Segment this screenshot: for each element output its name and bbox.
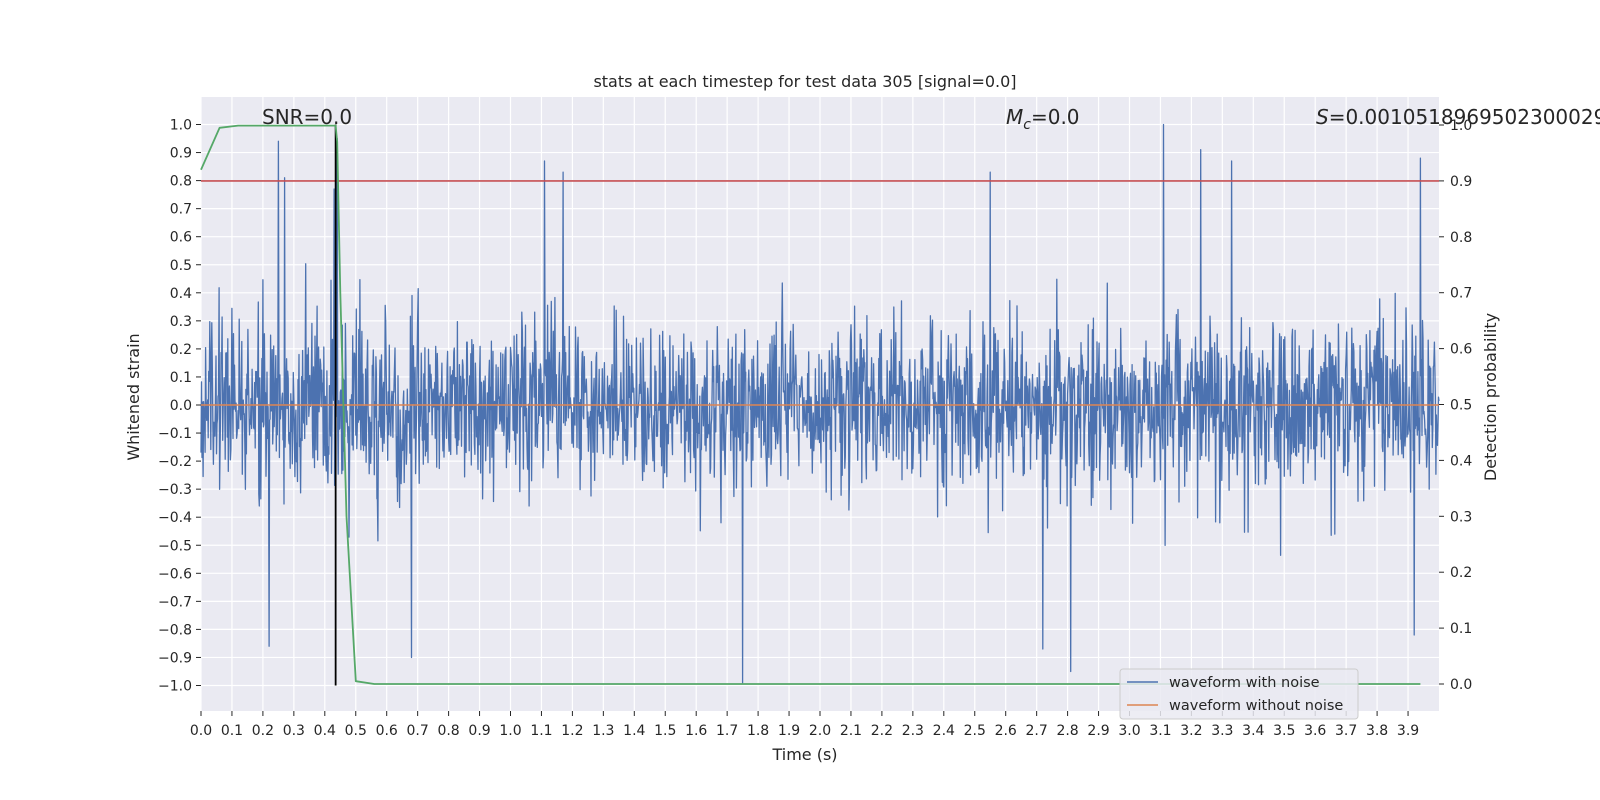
y-tick-label: 1.0 bbox=[170, 118, 192, 134]
y-tick-label: −0.3 bbox=[158, 482, 192, 498]
y-tick-label: −0.8 bbox=[158, 622, 192, 638]
y-right-axis-ticks: 1.0 0.9 0.8 0.7 0.6 0.5 0.4 0.3 0.2 0.1 0.0 bbox=[1439, 118, 1472, 693]
y-tick-label: 0.2 bbox=[170, 342, 192, 358]
y-tick-label: 0.8 bbox=[170, 174, 192, 190]
x-tick-label: 2.8 bbox=[1056, 723, 1078, 739]
x-tick-label: 1.0 bbox=[499, 723, 521, 739]
x-tick-label: 1.2 bbox=[561, 723, 583, 739]
x-tick-label: 1.7 bbox=[716, 723, 738, 739]
x-tick-label: 1.4 bbox=[623, 723, 645, 739]
x-tick-label: 3.8 bbox=[1366, 723, 1388, 739]
y-right-tick-label: 0.6 bbox=[1450, 342, 1472, 358]
x-tick-label: 1.9 bbox=[778, 723, 800, 739]
y-tick-label: −0.9 bbox=[158, 650, 192, 666]
y-tick-label: −0.2 bbox=[158, 454, 192, 470]
y-axis-label: Whitened strain bbox=[124, 333, 143, 460]
x-tick-label: 0.8 bbox=[437, 723, 459, 739]
x-tick-label: 3.5 bbox=[1273, 723, 1295, 739]
y-right-tick-label: 0.5 bbox=[1450, 398, 1472, 414]
snr-annotation: SNR=0.0 bbox=[262, 105, 352, 129]
y-right-tick-label: 0.8 bbox=[1450, 230, 1472, 246]
plot-area bbox=[200, 97, 1440, 711]
x-tick-label: 0.9 bbox=[468, 723, 490, 739]
y-tick-label: −0.7 bbox=[158, 594, 192, 610]
x-tick-label: 0.2 bbox=[252, 723, 274, 739]
x-tick-label: 2.3 bbox=[902, 723, 924, 739]
x-tick-label: 0.1 bbox=[221, 723, 243, 739]
legend-label-noise: waveform with noise bbox=[1169, 675, 1320, 691]
y-tick-label: −0.1 bbox=[158, 426, 192, 442]
x-tick-label: 2.9 bbox=[1087, 723, 1109, 739]
series-detection-probability bbox=[200, 124, 1421, 685]
x-tick-label: 0.3 bbox=[283, 723, 305, 739]
y-right-tick-label: 1.0 bbox=[1450, 118, 1472, 134]
y-tick-label: 0.0 bbox=[170, 398, 192, 414]
y-tick-label: 0.1 bbox=[170, 370, 192, 386]
y-tick-label: 0.5 bbox=[170, 258, 192, 274]
x-tick-label: 3.0 bbox=[1118, 723, 1140, 739]
x-tick-label: 3.6 bbox=[1304, 723, 1326, 739]
y-tick-label: 0.4 bbox=[170, 286, 192, 302]
detection-probability-line bbox=[200, 124, 1421, 685]
x-tick-label: 0.6 bbox=[376, 723, 398, 739]
mc-value: =0.0 bbox=[1031, 105, 1080, 129]
x-tick-label: 2.1 bbox=[840, 723, 862, 739]
x-tick-label: 2.0 bbox=[809, 723, 831, 739]
x-tick-label: 3.1 bbox=[1149, 723, 1171, 739]
y-right-axis-label: Detection probability bbox=[1481, 313, 1500, 481]
x-tick-label: 1.3 bbox=[592, 723, 614, 739]
x-tick-label: 0.7 bbox=[407, 723, 429, 739]
x-tick-label: 3.7 bbox=[1335, 723, 1357, 739]
y-tick-label: −0.5 bbox=[158, 538, 192, 554]
x-tick-label: 0.5 bbox=[345, 723, 367, 739]
x-tick-label: 1.5 bbox=[654, 723, 676, 739]
x-tick-label: 1.6 bbox=[685, 723, 707, 739]
mc-symbol: M bbox=[1006, 105, 1023, 129]
y-right-tick-label: 0.2 bbox=[1450, 565, 1472, 581]
y-tick-label: −0.6 bbox=[158, 566, 192, 582]
s-value: =0.0010518969502300029 bbox=[1329, 105, 1600, 129]
x-axis-ticks: 0.0 0.1 0.2 0.3 0.4 0.5 0.6 0.7 0.8 0.9 1.0 1.1 1.2 1… bbox=[190, 711, 1419, 739]
x-axis-label: Time (s) bbox=[771, 745, 837, 764]
legend-label-clean: waveform without noise bbox=[1169, 698, 1343, 714]
x-tick-label: 2.7 bbox=[1026, 723, 1048, 739]
y-right-tick-label: 0.3 bbox=[1450, 509, 1472, 525]
s-symbol: S bbox=[1316, 105, 1329, 129]
y-right-tick-label: 0.9 bbox=[1450, 174, 1472, 190]
x-tick-label: 0.0 bbox=[190, 723, 212, 739]
legend: waveform with noise waveform without noi… bbox=[1119, 668, 1359, 720]
y-tick-label: −0.4 bbox=[158, 510, 192, 526]
legend-box bbox=[1119, 668, 1359, 720]
series-waveform-with-noise bbox=[200, 123, 1440, 684]
x-tick-label: 2.2 bbox=[871, 723, 893, 739]
y-right-tick-label: 0.4 bbox=[1450, 453, 1472, 469]
x-tick-label: 3.4 bbox=[1242, 723, 1264, 739]
s-annotation: S=0.0010518969502300029 bbox=[1316, 105, 1600, 129]
y-tick-label: 0.7 bbox=[170, 202, 192, 218]
y-right-tick-label: 0.7 bbox=[1450, 286, 1472, 302]
y-right-tick-label: 0.0 bbox=[1450, 677, 1472, 693]
y-axis-ticks: 1.0 0.9 0.8 0.7 0.6 0.5 0.4 0.3 0.2 0.1 0.0 −0.1 −0.… bbox=[158, 118, 201, 695]
x-tick-label: 1.8 bbox=[747, 723, 769, 739]
chart-title: stats at each timestep for test data 305… bbox=[593, 72, 1016, 91]
y-tick-label: −1.0 bbox=[158, 679, 192, 695]
x-tick-label: 3.2 bbox=[1180, 723, 1202, 739]
x-tick-label: 3.9 bbox=[1397, 723, 1419, 739]
y-tick-label: 0.3 bbox=[170, 314, 192, 330]
mc-subscript: c bbox=[1023, 117, 1031, 133]
waveform-with-noise-line bbox=[200, 123, 1440, 684]
mc-annotation: Mc=0.0 bbox=[1006, 105, 1080, 133]
x-tick-label: 2.5 bbox=[964, 723, 986, 739]
x-tick-label: 0.4 bbox=[314, 723, 336, 739]
y-right-tick-label: 0.1 bbox=[1450, 621, 1472, 637]
y-tick-label: 0.6 bbox=[170, 230, 192, 246]
x-tick-label: 2.6 bbox=[995, 723, 1017, 739]
x-tick-label: 1.1 bbox=[530, 723, 552, 739]
y-tick-label: 0.9 bbox=[170, 146, 192, 162]
x-tick-label: 2.4 bbox=[933, 723, 955, 739]
x-tick-label: 3.3 bbox=[1211, 723, 1233, 739]
